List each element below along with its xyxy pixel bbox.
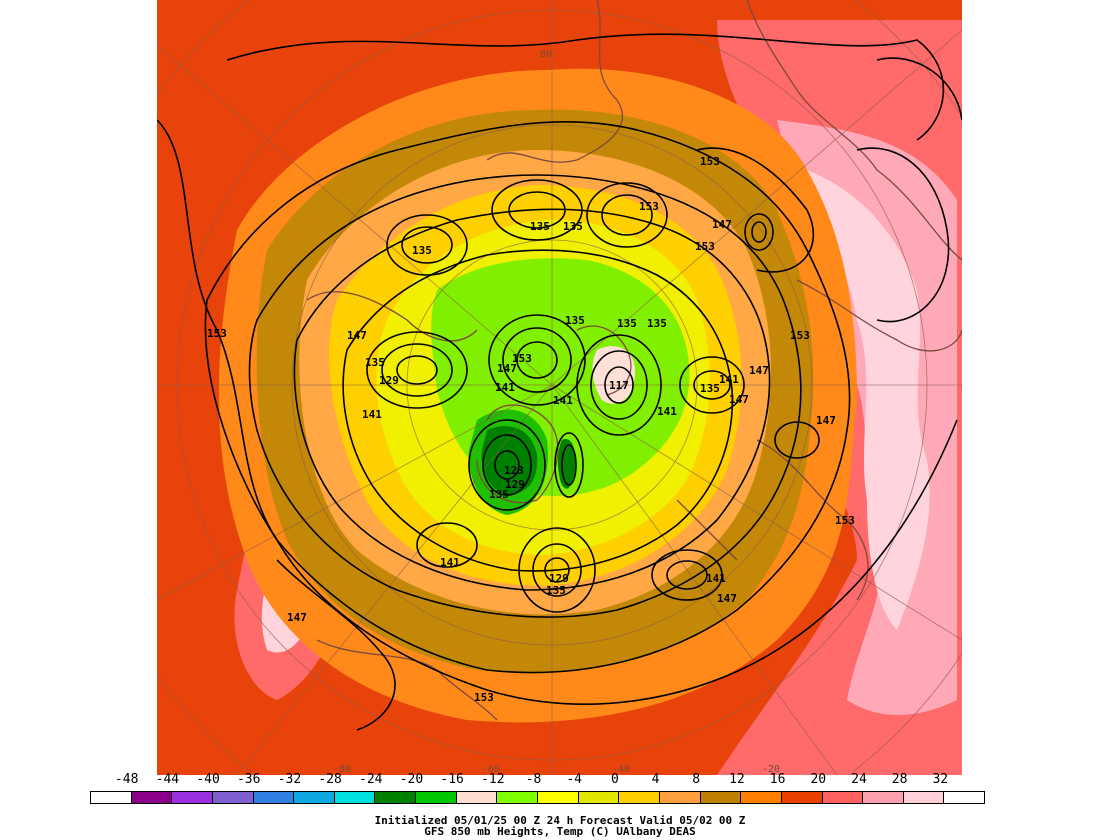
contour-label: 153 [512,352,532,365]
contour-label: 135 [546,584,566,597]
colorbar-swatch [497,792,539,803]
colorbar-swatch [375,792,417,803]
colorbar-swatch [334,792,376,803]
contour-label: 135 [617,317,637,330]
contour-label: 141 [440,556,460,569]
contour-label: 147 [347,329,367,342]
colorbar-swatch [659,792,701,803]
colorbar-swatch [700,792,742,803]
colorbar-swatch [212,792,254,803]
contour-label: 129 [505,478,525,491]
colorbar-tick-label: -36 [236,772,261,787]
colorbar-tick-label: -32 [277,772,302,787]
temperature-field-pale-cold [592,346,636,404]
colorbar-tick-label: -40 [196,772,220,787]
colorbar-swatch [619,792,660,803]
contour-label: 135 [565,314,585,327]
contour-label: 147 [717,592,737,605]
colorbar-tick-label: -28 [318,772,342,787]
colorbar-swatch [131,792,173,803]
colorbar-swatch [253,792,295,803]
colorbar-tick-label: -16 [440,772,464,787]
colorbar-tick-label: 8 [692,772,701,787]
temperature-field-palepink-east [807,170,930,630]
contour-label: 147 [729,393,749,406]
contour-label: 135 [489,488,509,501]
lat-label: -80 [333,764,351,775]
contour-label: 153 [639,200,659,213]
lat-label: 80 [540,49,552,60]
contour-label: 141 [657,405,677,418]
contour-label: 135 [563,220,583,233]
colorbar-tick-label: 0 [610,772,619,787]
colorbar-swatch [741,792,782,803]
contour-label: 153 [835,514,855,527]
colorbar-tick-label: 4 [651,772,660,787]
colorbar-swatch [944,792,985,803]
contour-label: 129 [379,374,399,387]
colorbar-swatch [578,792,620,803]
colorbar-tick-label: 28 [891,772,908,787]
colorbar-tick-label: -20 [399,772,424,787]
colorbar-swatch [416,792,457,803]
contour-label: 129 [549,572,569,585]
contour-label: 147 [816,414,836,427]
lat-label: -40 [612,764,630,775]
colorbar-tick-label: 12 [729,772,745,787]
colorbar-tick-label: -12 [481,772,505,787]
colorbar-swatch [456,792,498,803]
colorbar-tick-label: 20 [810,772,827,787]
colorbar-swatch [781,792,823,803]
colorbar-tick-label: -24 [359,772,383,787]
contour-label: 153 [695,240,715,253]
colorbar-tick-label: -48 [114,772,139,787]
colorbar-swatch [822,792,864,803]
contour-label: 135 [365,356,385,369]
contour-label: 141 [719,373,739,386]
colorbar-tick-label: 24 [851,772,867,787]
latlon-grid [157,0,962,775]
contour-label: 141 [495,381,515,394]
caption-line-1: Initialized 05/01/25 00 Z 24 h Forecast … [374,814,746,827]
height-contours [157,33,962,731]
lat-label: -20 [762,764,780,775]
contour-label: 141 [362,408,382,421]
lat-label: -60 [482,764,500,775]
contour-label: 147 [497,362,517,375]
contour-label: 147 [287,611,307,624]
colorbar-swatch [91,792,132,803]
contour-label: 153 [700,155,720,168]
colorbar-tick-label: 32 [932,772,949,787]
coastlines [306,0,962,721]
contour-label: 123 [504,464,524,477]
contour-label: 153 [207,327,227,340]
colorbar-swatch [538,792,579,803]
temperature-field-darkgreen-2 [557,439,576,489]
colorbar-swatch [294,792,335,803]
contour-label: 147 [712,218,732,231]
contour-label: 135 [700,382,720,395]
contour-label: 135 [530,220,550,233]
colorbar-tick-label: -4 [566,772,582,787]
temperature-colorbar [90,791,985,804]
colorbar-swatch [903,792,945,803]
contour-label: 153 [790,329,810,342]
contour-label: 117 [609,379,629,392]
contour-label: 135 [647,317,667,330]
contour-label: 147 [749,364,769,377]
colorbar-swatch [172,792,213,803]
contour-label: 135 [412,244,432,257]
contour-label: 141 [706,572,726,585]
caption-line-2: GFS 850 mb Heights, Temp (C) UAlbany DEA… [424,825,696,838]
contour-label: 141 [553,394,573,407]
colorbar-swatch [863,792,904,803]
colorbar-tick-label: 16 [769,772,786,787]
polar-map: 80 -80 -60 -40 -20 153 147 135 129 141 135 135… [157,0,962,775]
colorbar-tick-label: -8 [525,772,542,787]
colorbar-tick-label: -44 [155,772,180,787]
contour-label: 153 [474,691,494,704]
